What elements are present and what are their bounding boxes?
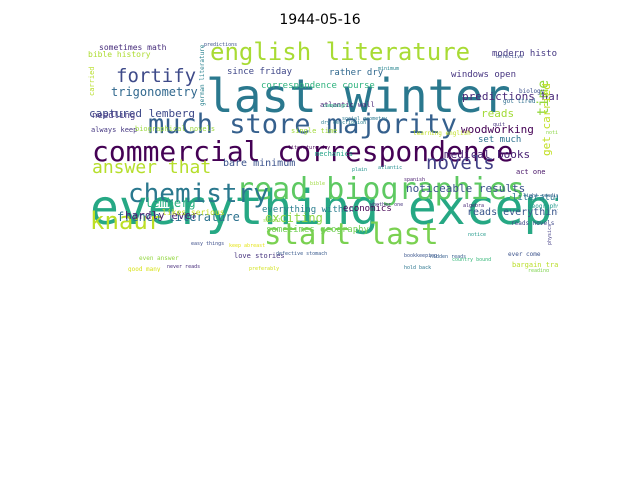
chart-title: 1944-05-16 (279, 12, 361, 28)
word-act-one: act one (516, 168, 546, 176)
word-spanish: spanish (404, 177, 425, 183)
word-hidden-reads: hidden reads (430, 254, 466, 260)
word-carried: carried (88, 66, 96, 96)
word-reads-novels: reads novels (511, 220, 555, 227)
word-novels: novels (426, 152, 495, 174)
word-medical-books: medical books (444, 148, 530, 161)
word-correspondence-course: correspondence course (261, 81, 375, 91)
word-mechanics: mechanics (315, 150, 353, 158)
word-notice: notice (468, 232, 486, 238)
word-defective: defective (496, 54, 523, 60)
word-fortify: fortify (116, 65, 196, 87)
word-literature: literature (512, 193, 558, 203)
word-commercial-correspondence: commercial correspondence (92, 135, 513, 168)
word-good-many: good many (128, 266, 161, 272)
word-predictions: predictions (204, 42, 237, 48)
word-answer-that: answer that (92, 157, 211, 178)
word-never-reads: never reads (167, 264, 200, 270)
word-dry-description: dry description (321, 120, 366, 126)
word-even-answer: even answer (139, 255, 179, 262)
word-bible-history: bible history (88, 50, 151, 59)
word-much-store-majority: much store majority (148, 109, 457, 140)
word-knaur: knaur (90, 207, 162, 235)
word-school: school (263, 218, 281, 224)
word-reading: reading (528, 268, 549, 272)
word-everything-except: everything except (90, 180, 558, 236)
word-time: time (534, 80, 552, 116)
word-economics: economics (343, 204, 392, 214)
word-bookkeeping: bookkeeping (404, 253, 437, 259)
word-biology: biology (519, 88, 545, 95)
word-easy-things: easy things (191, 241, 224, 247)
word-bible: bible (310, 181, 325, 187)
word-minimum: minimum (378, 66, 399, 72)
word-social-geometry: social geometry (342, 116, 387, 122)
word-preferably: preferably (249, 266, 279, 272)
word-needling: needling (92, 111, 135, 121)
word-learning-english: learning english (413, 130, 471, 137)
word-predictions-hardly: predictions hardly (462, 90, 558, 103)
word-windows-open: windows open (451, 70, 516, 80)
word-country-bound: country bound (452, 257, 491, 263)
word-cloud: everything except last winter commercial c… (88, 36, 558, 272)
word-woodworking: woodworking (461, 123, 534, 136)
word-whether-one: whether one (370, 202, 403, 208)
word-campaign: campaign (323, 103, 347, 109)
word-love-stories: love stories (234, 252, 285, 260)
word-get-carried: get carried (540, 83, 553, 156)
word-french-literature: french literature (117, 210, 240, 224)
word-ever-come: ever come (508, 251, 541, 258)
word-light-reading: light reading (523, 193, 558, 199)
word-since-friday: since friday (227, 67, 293, 77)
word-english-literature: english literature (210, 38, 470, 66)
word-exciting: exciting (265, 211, 323, 225)
word-cloud-canvas: everything except last winter commercial c… (88, 38, 558, 272)
word-defective-stomach: defective stomach (276, 251, 327, 257)
word-chemistry: chemistry (128, 179, 269, 209)
word-rather-dry: rather dry (329, 68, 384, 78)
word-single-time: single time (291, 127, 337, 135)
word-sometimes-geography: sometimes geography (266, 225, 370, 235)
word-got-tired: got tired (503, 98, 536, 105)
word-lemberg: lemberg (145, 196, 196, 210)
word-captured-lemberg: captured lemberg (89, 107, 195, 120)
word-keep-abreast: keep abreast (229, 243, 265, 249)
word-set-much: set much (478, 135, 521, 145)
word-start-last: start last (264, 217, 439, 251)
word-plain: plain (352, 167, 367, 173)
word-noticeable: noticeable (546, 130, 558, 136)
word-likes-serious: likes serious (162, 208, 225, 217)
word-quit: quit (493, 122, 505, 128)
word-modern-history: modern history (492, 49, 558, 59)
word-reads: reads (481, 107, 514, 120)
word-everything-within: everything within (262, 205, 354, 215)
word-hardly-ever: hardly ever (125, 209, 198, 222)
word-hold-back: hold back (404, 265, 431, 271)
word-trigonometry: trigonometry (111, 85, 198, 99)
word-bargain-trade: bargain trade (512, 261, 558, 269)
word-algebra: algebra (463, 203, 484, 209)
word-biographical-novels: biographical novels (135, 125, 215, 133)
word-bare-minimum: bare minimum (223, 158, 295, 169)
word-atlantic: atlantic (378, 165, 402, 171)
word-read-biographies: read biographies (236, 172, 525, 207)
word-reads-everything: reads everything (467, 207, 558, 218)
word-sometimes-math: sometimes math (99, 43, 167, 52)
word-literature-dry: literature dry (288, 145, 330, 151)
word-noticeable-results: noticeable results (406, 182, 525, 195)
word-geography: geography (528, 203, 558, 210)
word-atlantic-wall: atlantic wall (320, 101, 375, 109)
word-physics: physics (547, 224, 553, 245)
word-last-winter: last winter (206, 69, 511, 123)
word-always-keep: always keep (91, 126, 137, 134)
word-german-literature: german literature (199, 44, 206, 106)
